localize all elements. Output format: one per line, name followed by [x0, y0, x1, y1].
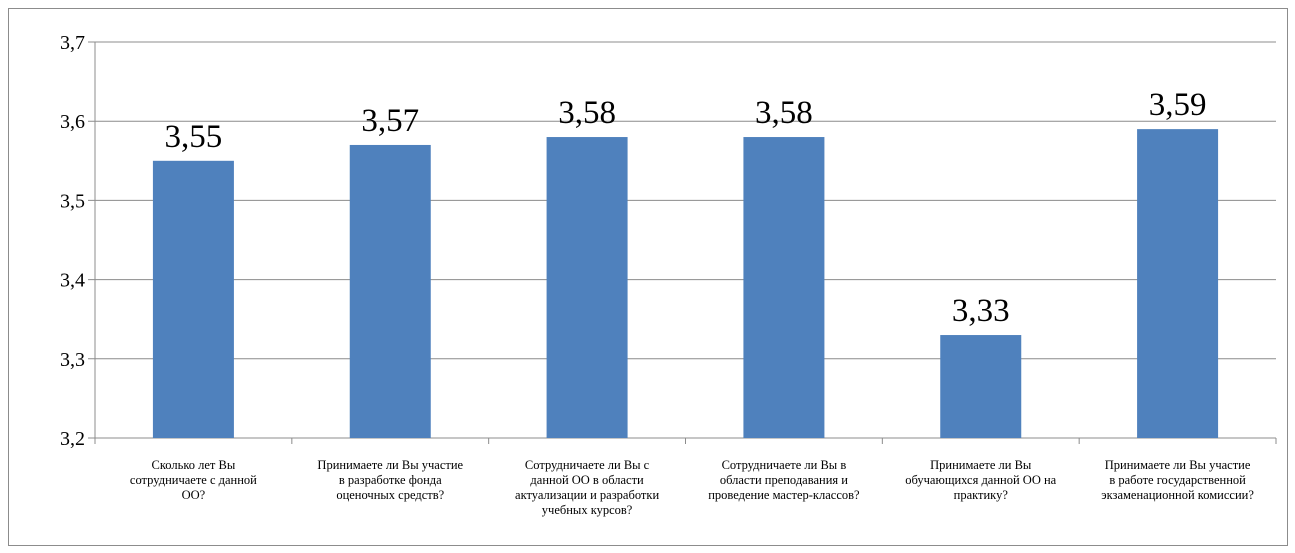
x-category-label-line: учебных курсов? — [541, 503, 633, 517]
x-category-label-line: Принимаете ли Вы участие — [317, 458, 464, 472]
data-label: 3,59 — [1149, 87, 1207, 123]
x-category-label-line: Сотрудничаете ли Вы с — [524, 458, 650, 472]
x-category-label-line: сотрудничаете с данной — [129, 473, 257, 487]
x-category-label-line: ОО? — [181, 488, 206, 502]
y-tick-label: 3,2 — [60, 428, 85, 450]
x-category-label-line: в работе государственной — [1109, 473, 1246, 487]
x-category-label-line: Сотрудничаете ли Вы в — [721, 458, 847, 472]
bar — [1137, 129, 1219, 438]
x-category-label-line: Принимаете ли Вы участие — [1104, 458, 1251, 472]
x-category-label: Принимаете ли Вы участие в работе государ… — [1081, 458, 1275, 503]
x-category-label-line: актуализации и разработки — [515, 488, 660, 502]
y-tick-label: 3,7 — [60, 32, 85, 54]
bar — [546, 137, 628, 439]
x-category-label-line: Принимаете ли Вы — [930, 458, 1032, 472]
x-category-label-line: данной ОО в области — [530, 473, 644, 487]
x-category-label-line: в разработке фонда — [338, 473, 442, 487]
x-category-label: Принимаете ли Вы обучающихся данной ОО на… — [884, 458, 1078, 503]
x-category-label-line: обучающихся данной ОО на — [905, 473, 1057, 487]
x-category-label-line: проведение мастер-классов? — [708, 488, 860, 502]
y-tick-label: 3,5 — [60, 190, 85, 212]
y-tick-label: 3,6 — [60, 111, 85, 133]
bar — [940, 335, 1022, 438]
x-category-label-line: оценочных средств? — [336, 488, 445, 502]
bar — [152, 160, 234, 439]
x-category-label: Принимаете ли Вы участие в разработке фон… — [293, 458, 487, 503]
data-label: 3,58 — [755, 95, 813, 131]
data-label: 3,33 — [952, 293, 1010, 329]
bar — [349, 144, 431, 438]
x-category-label-line: практику? — [953, 488, 1008, 502]
x-category-label: Сколько лет Вы сотрудничаете с данной ОО? — [96, 458, 290, 503]
data-label: 3,55 — [165, 119, 223, 155]
x-category-label: Сотрудничаете ли Вы с данной ОО в области… — [490, 458, 684, 518]
y-tick-label: 3,4 — [60, 270, 85, 292]
x-category-label: Сотрудничаете ли Вы в области преподавани… — [687, 458, 881, 503]
x-category-label-line: Сколько лет Вы — [151, 458, 236, 472]
y-tick-label: 3,3 — [60, 349, 85, 371]
x-category-label-line: области преподавания и — [719, 473, 848, 487]
x-category-label-line: экзаменационной комиссии? — [1101, 488, 1254, 502]
bar — [743, 137, 825, 439]
data-label: 3,58 — [558, 95, 616, 131]
data-label: 3,57 — [361, 103, 419, 139]
